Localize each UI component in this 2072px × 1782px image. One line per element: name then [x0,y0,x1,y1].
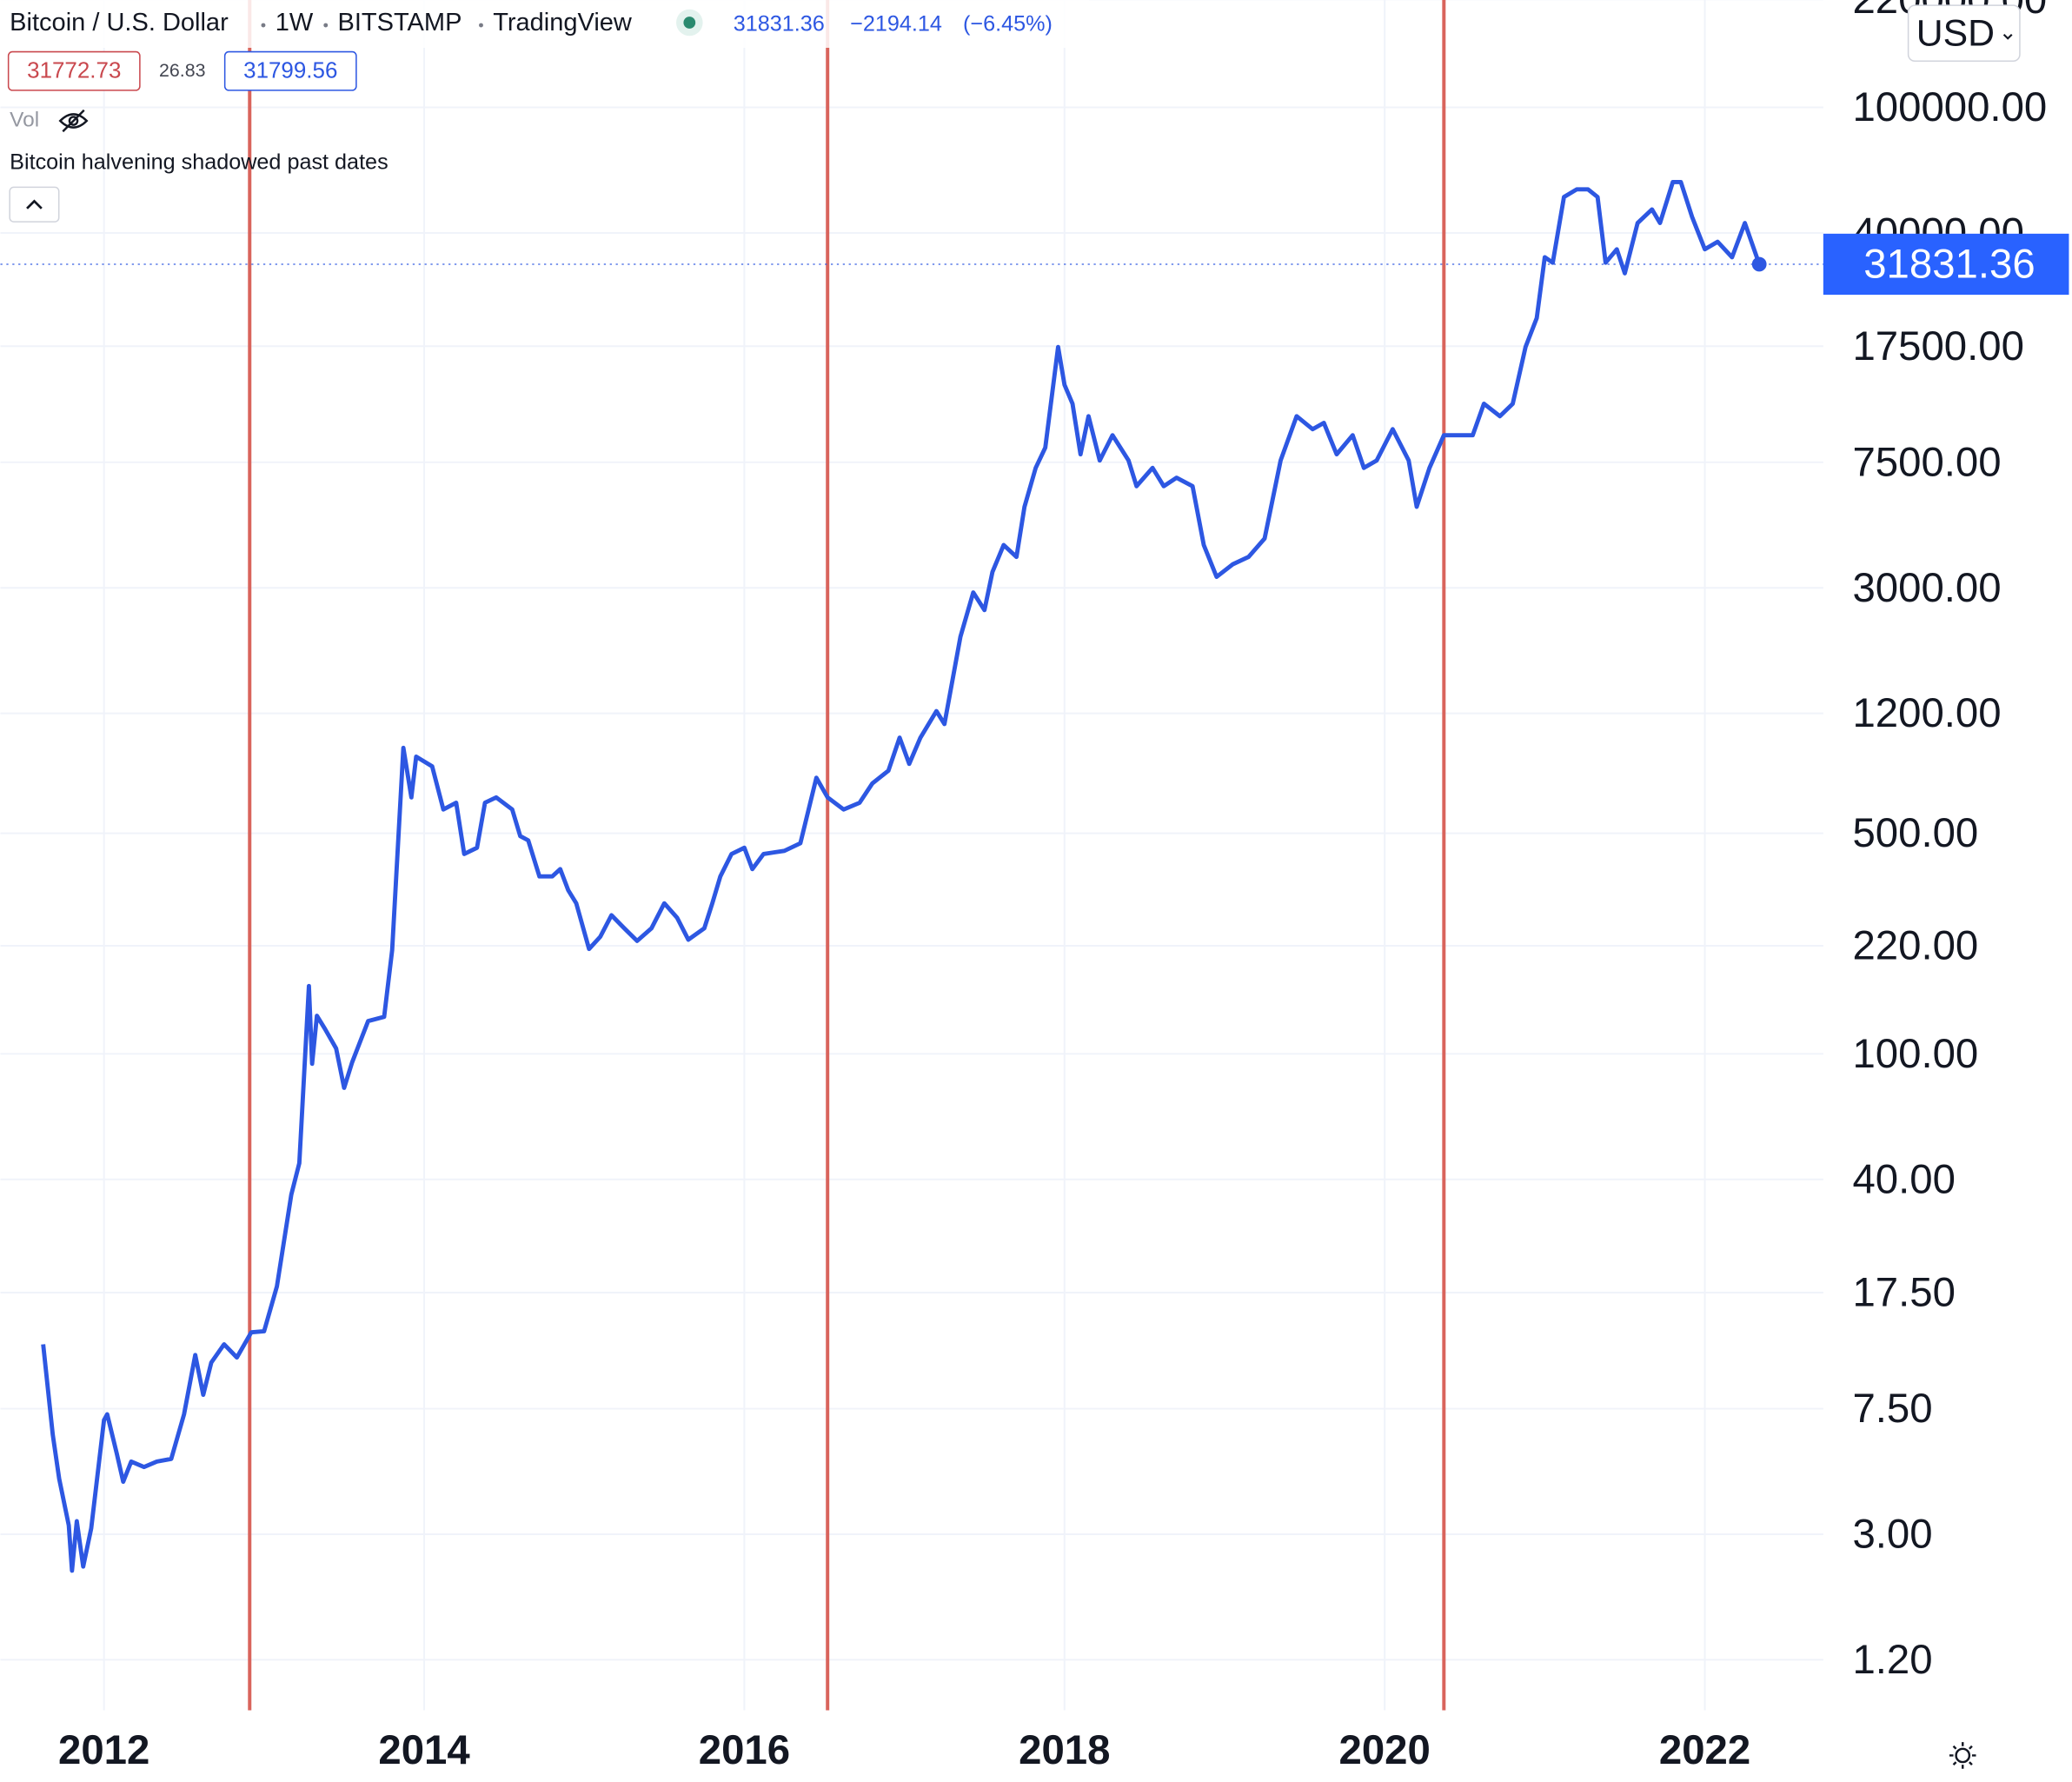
y-tick-label: 100000.00 [1852,84,2047,130]
hide-icon[interactable] [58,109,89,133]
last-point [1751,256,1767,272]
axis-layer: 2012 2014 2016 2018 2020 2022 1.20 3.00 7.50 17.5… [58,0,2069,1773]
y-tick-label: 100.00 [1852,1031,1978,1077]
ask: 31799.56 [243,57,337,83]
last-price-box [1823,233,2069,296]
y-tick-label: 40.00 [1852,1156,1955,1202]
currency-button[interactable] [1907,4,2021,63]
y-tick-label: 3.00 [1852,1512,1932,1558]
grid-layer [0,0,1823,1711]
last-price: 31831.36 [734,12,825,37]
separator [479,23,483,28]
last-price-label: 31831.36 [1863,242,2035,288]
separator [323,23,329,28]
x-tick-label: 2018 [1019,1727,1110,1773]
market-status-dot [683,17,696,29]
change: −2194.14 [850,12,942,37]
bid: 31772.73 [27,57,121,83]
y-tick-label: 220.00 [1852,923,1978,969]
source: TradingView [493,9,633,37]
y-tick-label: 17500.00 [1852,323,2023,369]
header-bg [0,0,1090,48]
x-tick-label: 2016 [699,1727,790,1773]
y-tick-label: 3000.00 [1852,565,2001,611]
y-tick-label: 500.00 [1852,810,1978,856]
study-label: Bitcoin halvening shadowed past dates [10,150,388,175]
symbol[interactable]: Bitcoin / U.S. Dollar [10,9,229,37]
bid-box[interactable] [7,50,141,91]
collapse-button[interactable] [9,186,60,223]
x-tick-label: 2020 [1339,1727,1431,1773]
price-line [41,179,1762,1573]
ask-box[interactable] [223,50,357,91]
collapse-icon [26,199,43,209]
plot-layer [0,0,1823,1711]
x-tick-label: 2014 [378,1727,470,1773]
currency: USD [1916,13,1995,55]
y-tick-label: 17.50 [1852,1270,1955,1316]
y-tick-label: 7500.00 [1852,439,2001,485]
change-percent: (−6.45%) [963,12,1053,37]
x-tick-label: 2022 [1659,1727,1750,1773]
interval[interactable]: 1W [276,9,314,37]
settings-icon[interactable] [1949,1742,1976,1769]
currency-caret [2002,33,2013,40]
x-tick-label: 2012 [58,1727,149,1773]
exchange: BITSTAMP [337,9,462,37]
y-tick-label: 1200.00 [1852,690,2001,736]
separator [261,23,266,28]
spread: 26.83 [159,60,206,81]
vol-label: Vol [10,108,39,131]
y-tick-label: 1.20 [1852,1637,1932,1683]
y-tick-label: 7.50 [1852,1386,1932,1432]
